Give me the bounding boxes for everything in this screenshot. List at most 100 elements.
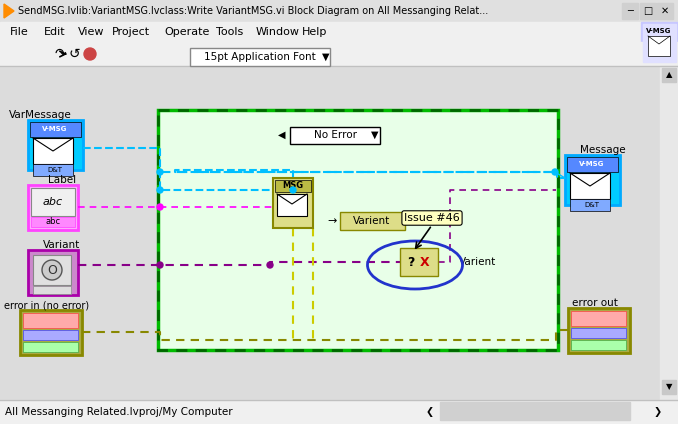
Text: Operate: Operate — [164, 27, 210, 37]
Circle shape — [157, 187, 163, 193]
Bar — [571, 311, 626, 326]
Bar — [570, 199, 610, 211]
Circle shape — [267, 262, 273, 268]
Bar — [290, 127, 380, 144]
FancyBboxPatch shape — [190, 48, 330, 66]
Bar — [662, 68, 676, 82]
Bar — [340, 212, 405, 230]
Polygon shape — [648, 36, 670, 56]
Text: VarMessage: VarMessage — [9, 110, 71, 120]
Text: ▲: ▲ — [666, 70, 673, 80]
Bar — [23, 313, 78, 328]
Text: MSG: MSG — [283, 181, 304, 190]
Text: Tools: Tools — [216, 27, 243, 37]
Text: ❯: ❯ — [654, 407, 662, 417]
Text: V-MSG: V-MSG — [42, 126, 68, 132]
Text: V-MSG: V-MSG — [579, 161, 605, 167]
Text: SendMSG.lvlib:VariantMSG.lvclass:Write VariantMSG.vi Block Diagram on All Messan: SendMSG.lvlib:VariantMSG.lvclass:Write V… — [18, 6, 488, 16]
Text: D&T: D&T — [47, 167, 62, 173]
Text: error in (no error): error in (no error) — [5, 300, 89, 310]
Text: Project: Project — [112, 27, 150, 37]
Text: error out: error out — [572, 298, 618, 308]
Text: V-MSG: V-MSG — [646, 28, 672, 34]
Text: Help: Help — [302, 27, 327, 37]
Bar — [570, 173, 610, 199]
Bar — [277, 194, 307, 216]
Bar — [571, 340, 626, 350]
Text: ◀: ◀ — [278, 130, 285, 140]
Bar — [31, 188, 75, 216]
Bar — [23, 330, 78, 340]
Bar — [273, 178, 313, 228]
Text: ↺: ↺ — [68, 47, 80, 61]
Text: ?: ? — [407, 256, 415, 268]
Text: File: File — [10, 27, 28, 37]
Text: ▼: ▼ — [322, 52, 330, 62]
Text: Message: Message — [580, 145, 626, 155]
Bar — [0, 400, 678, 424]
Bar — [0, 66, 678, 406]
Text: All Messanging Related.lvproj/My Computer: All Messanging Related.lvproj/My Compute… — [5, 407, 233, 417]
Circle shape — [157, 262, 163, 268]
Bar — [571, 328, 626, 338]
Bar — [33, 138, 73, 164]
Bar — [622, 3, 638, 19]
Bar — [0, 22, 678, 42]
Circle shape — [84, 48, 96, 60]
Bar — [31, 217, 75, 227]
Text: Variant: Variant — [43, 240, 80, 250]
Text: ▼: ▼ — [372, 130, 379, 140]
Bar — [158, 110, 558, 350]
Text: 15pt Application Font: 15pt Application Font — [204, 52, 316, 62]
Circle shape — [552, 169, 558, 175]
Bar — [0, 42, 678, 66]
Text: ─: ─ — [627, 6, 633, 16]
Circle shape — [42, 260, 62, 280]
Bar — [567, 157, 618, 172]
Bar — [33, 255, 71, 285]
Bar — [30, 122, 81, 137]
Text: Label: Label — [48, 175, 76, 185]
Text: Varient: Varient — [353, 216, 391, 226]
Text: ❮: ❮ — [426, 407, 434, 417]
Bar — [28, 250, 78, 295]
Text: D&T: D&T — [584, 202, 599, 208]
Bar — [20, 310, 82, 355]
Text: O: O — [47, 263, 57, 276]
Bar — [158, 110, 558, 350]
Bar — [440, 402, 630, 420]
Bar — [662, 380, 676, 394]
Bar — [641, 22, 678, 64]
Bar — [640, 3, 656, 19]
Text: abc: abc — [45, 218, 60, 226]
Bar — [28, 120, 83, 170]
Bar — [23, 342, 78, 352]
Bar — [565, 155, 620, 205]
Bar — [657, 3, 673, 19]
Circle shape — [290, 187, 296, 193]
Circle shape — [157, 169, 163, 175]
Text: X: X — [420, 256, 430, 268]
Text: ✕: ✕ — [661, 6, 669, 16]
Bar — [33, 286, 71, 294]
Bar — [275, 180, 311, 192]
Text: Window: Window — [256, 27, 300, 37]
Bar — [0, 0, 678, 22]
Text: View: View — [78, 27, 104, 37]
Text: □: □ — [643, 6, 653, 16]
Text: Varient: Varient — [460, 257, 496, 267]
Polygon shape — [4, 4, 14, 18]
Bar — [33, 164, 73, 176]
Bar — [28, 185, 78, 230]
Text: Issue #46: Issue #46 — [404, 213, 460, 223]
Text: No Error: No Error — [313, 130, 357, 140]
Text: abc: abc — [43, 197, 63, 207]
Bar — [643, 24, 676, 62]
Text: ▼: ▼ — [666, 382, 673, 391]
Bar — [660, 66, 678, 406]
Circle shape — [157, 204, 163, 210]
Bar — [568, 308, 630, 353]
Text: →: → — [327, 216, 337, 226]
Text: Edit: Edit — [44, 27, 66, 37]
Bar — [400, 248, 438, 276]
